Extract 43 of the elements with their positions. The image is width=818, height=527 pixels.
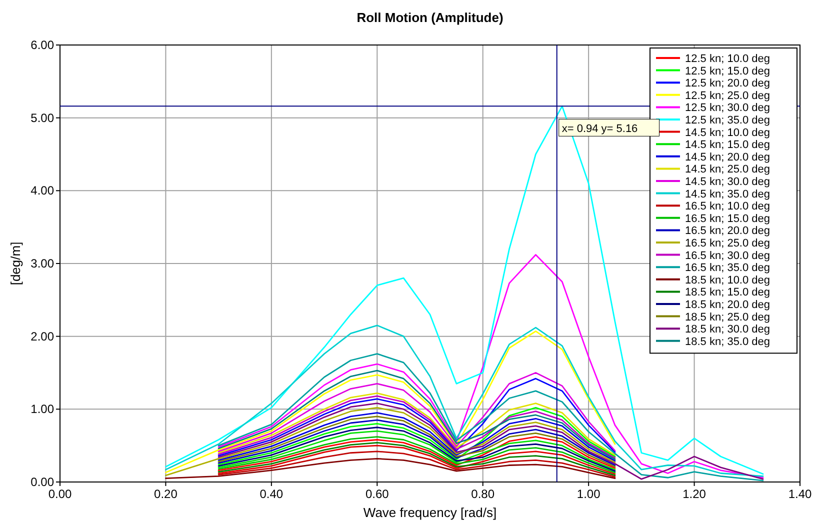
annotation: x= 0.94 y= 5.16 bbox=[562, 123, 638, 136]
y-tick-label: 4.00 bbox=[30, 184, 54, 198]
legend-label: 12.5 kn; 20.0 deg bbox=[685, 78, 770, 90]
x-tick-label: 1.00 bbox=[576, 487, 601, 501]
legend-label: 14.5 kn; 25.0 deg bbox=[685, 164, 770, 176]
y-tick-label: 0.00 bbox=[30, 475, 54, 489]
chart-title: Roll Motion (Amplitude) bbox=[356, 10, 504, 25]
y-tick-label: 2.00 bbox=[30, 329, 54, 344]
legend-label: 12.5 kn; 25.0 deg bbox=[685, 90, 770, 102]
legend-label: 18.5 kn; 15.0 deg bbox=[685, 286, 770, 299]
legend-label: 16.5 kn; 20.0 deg bbox=[685, 225, 770, 238]
legend-label: 16.5 kn; 10.0 deg bbox=[685, 200, 770, 213]
y-tick-label: 5.00 bbox=[30, 110, 54, 125]
legend-label: 14.5 kn; 30.0 deg bbox=[685, 176, 770, 188]
legend-label: 14.5 kn; 35.0 deg bbox=[685, 188, 770, 200]
x-tick-label: 0.40 bbox=[260, 487, 284, 501]
y-tick-label: 6.00 bbox=[30, 38, 54, 52]
legend-label: 14.5 kn; 10.0 deg bbox=[685, 126, 770, 139]
legend-label: 14.5 kn; 20.0 deg bbox=[685, 151, 770, 164]
x-tick-label: 1.20 bbox=[682, 487, 706, 501]
legend-label: 18.5 kn; 30.0 deg bbox=[685, 324, 770, 336]
x-axis-title: Wave frequency [rad/s] bbox=[363, 505, 497, 520]
x-tick-label: 0.20 bbox=[154, 487, 178, 501]
x-tick-label: 0.80 bbox=[471, 487, 495, 501]
legend-label: 16.5 kn; 15.0 deg bbox=[685, 212, 770, 225]
y-tick-label: 1.00 bbox=[30, 402, 54, 416]
legend-label: 12.5 kn; 30.0 deg bbox=[685, 102, 770, 114]
legend-label: 18.5 kn; 35.0 deg bbox=[685, 336, 770, 348]
legend-label: 14.5 kn; 15.0 deg bbox=[685, 139, 770, 152]
legend-label: 16.5 kn; 35.0 deg bbox=[685, 262, 770, 274]
y-tick-label: 3.00 bbox=[30, 256, 54, 270]
legend-label: 18.5 kn; 25.0 deg bbox=[685, 311, 770, 324]
legend-label: 12.5 kn; 15.0 deg bbox=[685, 65, 770, 78]
x-tick-label: 0.60 bbox=[365, 487, 390, 501]
legend-label: 12.5 kn; 35.0 deg bbox=[685, 114, 770, 126]
x-tick-label: 1.40 bbox=[788, 487, 812, 501]
legend-label: 12.5 kn; 10.0 deg bbox=[685, 53, 770, 65]
legend-label: 18.5 kn; 20.0 deg bbox=[685, 299, 770, 311]
legend-label: 18.5 kn; 10.0 deg bbox=[685, 274, 770, 286]
legend-label: 16.5 kn; 30.0 deg bbox=[685, 250, 770, 262]
x-tick-label: 0.00 bbox=[48, 487, 72, 501]
legend-label: 16.5 kn; 25.0 deg bbox=[685, 238, 770, 250]
y-axis-title: [deg/m] bbox=[8, 242, 23, 286]
